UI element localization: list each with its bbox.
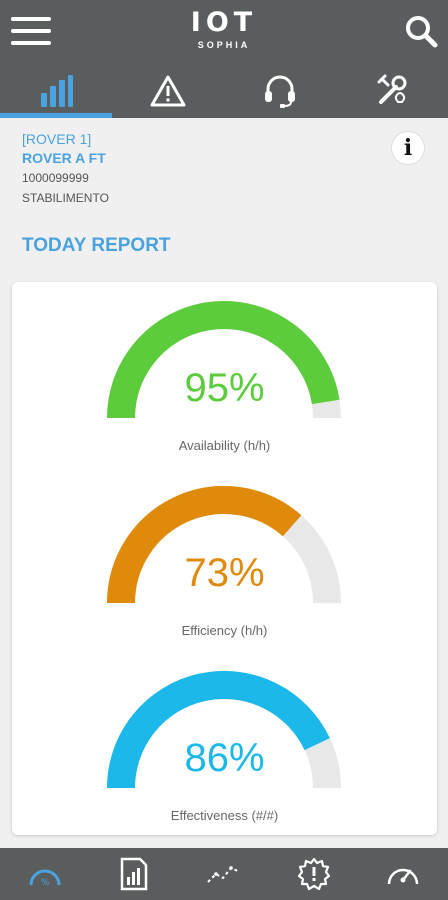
search-icon[interactable] xyxy=(404,14,438,48)
device-plant: STABILIMENTO xyxy=(22,191,109,205)
info-icon: i xyxy=(403,135,413,161)
logo-sub-text: SOPHIA xyxy=(197,40,251,50)
bar-chart-icon xyxy=(41,75,73,107)
gauge-value: 95% xyxy=(184,366,265,410)
report-icon xyxy=(121,857,148,891)
gauge-fill xyxy=(107,486,302,604)
tab-alerts[interactable] xyxy=(112,64,224,118)
tab-support[interactable] xyxy=(224,64,336,118)
gauge-label: Effectiveness (#/#) xyxy=(170,808,279,823)
tab-maintenance[interactable] xyxy=(336,64,448,118)
nav-kpi[interactable]: % xyxy=(0,848,90,900)
percent-gauge-icon: % xyxy=(29,869,61,888)
app-header: IOT SOPHIA xyxy=(0,0,448,118)
gear-alert-icon xyxy=(297,857,330,891)
tab-stats[interactable] xyxy=(0,64,112,118)
logo-main-text: IOT xyxy=(190,7,258,38)
nav-performance[interactable] xyxy=(358,848,448,900)
warning-icon xyxy=(150,75,186,107)
nav-alarms[interactable] xyxy=(269,848,359,900)
gauge-fill xyxy=(107,301,340,419)
bottom-nav: % xyxy=(0,848,448,900)
report-title: TODAY REPORT xyxy=(22,235,171,256)
gauge-arc xyxy=(107,671,341,789)
nav-trend[interactable] xyxy=(179,848,269,900)
speedometer-icon xyxy=(387,868,419,885)
gauge-value: 73% xyxy=(184,551,265,595)
app-logo: IOT SOPHIA xyxy=(184,8,264,56)
gauge-label: Availability (h/h) xyxy=(178,438,271,453)
gauge-value: 86% xyxy=(184,736,265,780)
report-card: 95% Availability (h/h) 73% Efficiency (h… xyxy=(12,282,437,835)
top-tabs xyxy=(0,64,448,118)
device-code[interactable]: [ROVER 1] xyxy=(22,131,92,147)
device-serial: 1000099999 xyxy=(22,171,89,185)
gauge-fill xyxy=(107,671,330,789)
nav-report[interactable] xyxy=(90,848,180,900)
gauge-label: Efficiency (h/h) xyxy=(181,623,268,638)
gauge-arc xyxy=(107,486,341,604)
device-name[interactable]: ROVER A FT xyxy=(22,150,106,166)
trend-icon xyxy=(207,866,241,883)
gauge-arc xyxy=(107,301,341,419)
device-info: [ROVER 1] ROVER A FT 1000099999 STABILIM… xyxy=(22,130,109,208)
tools-icon xyxy=(377,74,407,104)
svg-text:%: % xyxy=(41,878,50,888)
info-button[interactable]: i xyxy=(391,131,425,165)
headset-icon xyxy=(265,75,295,108)
hamburger-menu-icon[interactable] xyxy=(11,17,51,47)
